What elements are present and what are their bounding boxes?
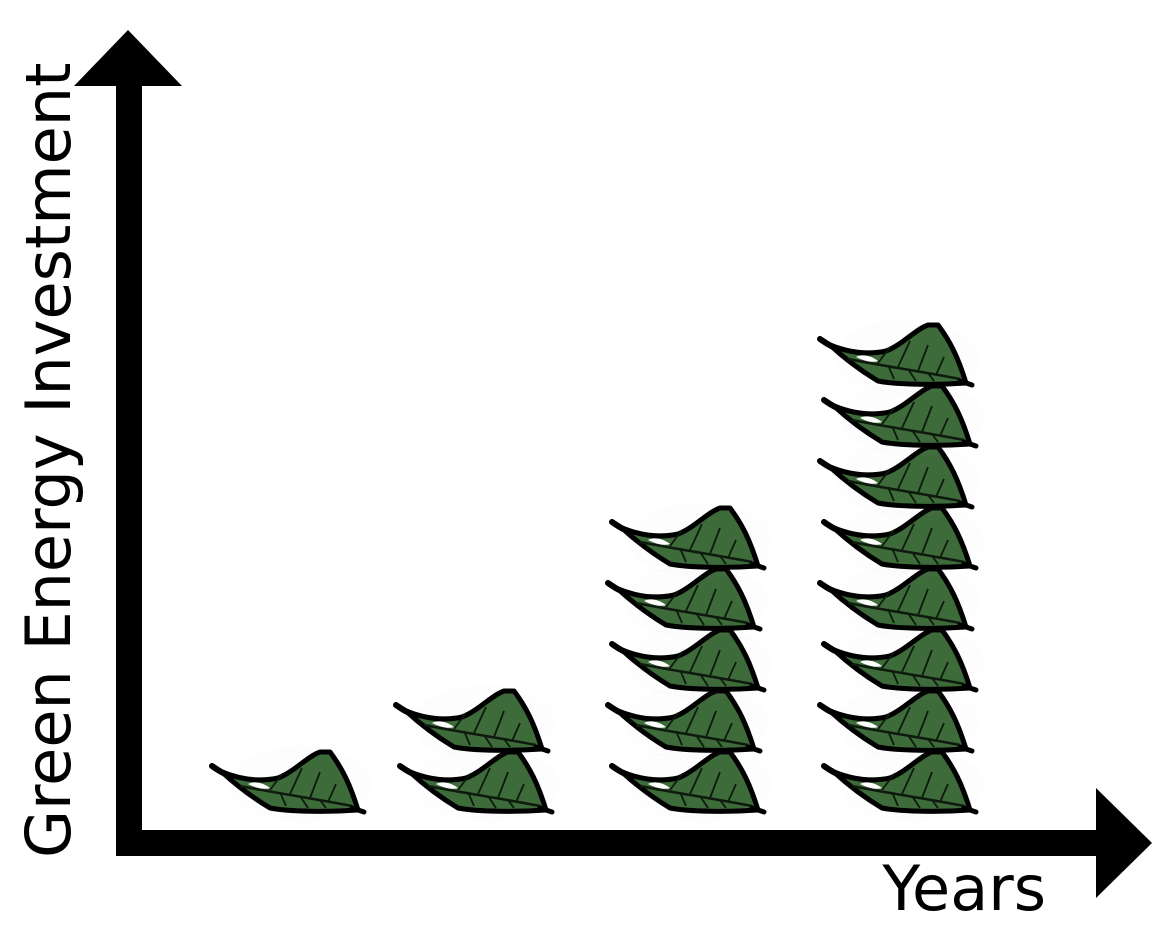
x-axis-label: Years <box>881 852 1046 925</box>
y-axis-arrowhead <box>74 30 182 86</box>
leaf-icon <box>612 502 772 578</box>
bar-3 <box>608 502 772 822</box>
chart-axes <box>74 30 1152 898</box>
bar-1 <box>212 746 372 822</box>
bar-2 <box>396 685 560 822</box>
leaf-icon <box>820 319 980 395</box>
y-axis-label: Green Energy Investment <box>12 63 85 858</box>
leaf-icon <box>396 685 556 761</box>
bar-4 <box>820 319 984 822</box>
chart-marks <box>212 319 984 822</box>
x-axis-arrowhead <box>1096 788 1152 898</box>
y-axis-line <box>116 80 142 856</box>
leaf-icon <box>212 746 372 822</box>
x-axis-line <box>116 830 1102 856</box>
